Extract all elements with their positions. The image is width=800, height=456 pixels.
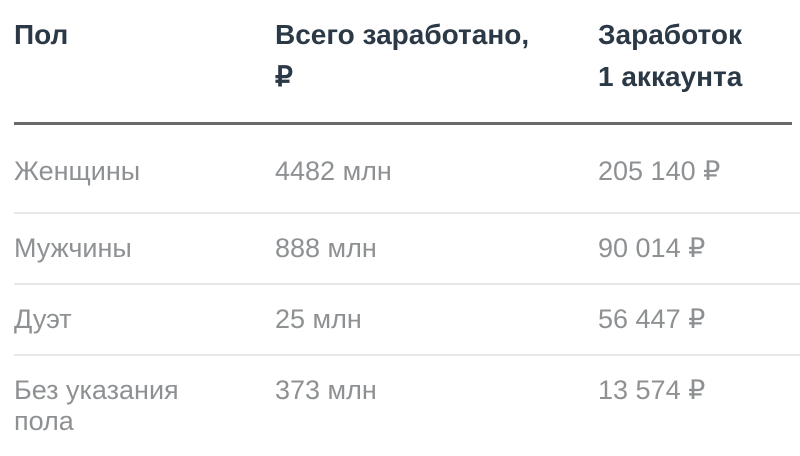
- column-header-per-account-line2: 1 аккаунта: [598, 61, 743, 92]
- cell-gender: Дуэт: [14, 304, 72, 334]
- table-header-row: Пол Всего заработано, ₽ Заработок 1 акка…: [14, 0, 792, 125]
- table-row: Женщины 4482 млн 205 140 ₽: [14, 125, 800, 214]
- cell-gender: Женщины: [14, 156, 141, 186]
- cell-per-account: 205 140 ₽: [598, 156, 721, 186]
- column-header-gender-label: Пол: [14, 19, 69, 50]
- cell-gender: Мужчины: [14, 233, 132, 263]
- table-row: Дуэт 25 млн 56 447 ₽: [14, 285, 800, 356]
- cell-total-earned: 25 млн: [275, 304, 362, 334]
- table-row: Без указания пола 373 млн 13 574 ₽: [14, 356, 800, 456]
- cell-per-account: 90 014 ₽: [598, 233, 706, 263]
- cell-total-earned: 888 млн: [275, 233, 377, 263]
- table-row: Мужчины 888 млн 90 014 ₽: [14, 214, 800, 285]
- cell-per-account: 13 574 ₽: [598, 375, 706, 405]
- cell-total-earned: 4482 млн: [275, 156, 392, 186]
- column-header-per-account-line1: Заработок: [598, 19, 742, 50]
- column-header-total-earned-line1: Всего заработано,: [275, 19, 530, 50]
- cell-gender: Без указания пола: [14, 375, 179, 436]
- cell-per-account: 56 447 ₽: [598, 304, 706, 334]
- column-header-per-account: Заработок 1 аккаунта: [598, 14, 792, 98]
- column-header-gender: Пол: [14, 14, 224, 98]
- column-header-total-earned: Всего заработано, ₽: [275, 14, 598, 98]
- column-header-total-earned-line2: ₽: [275, 61, 293, 92]
- cell-total-earned: 373 млн: [275, 375, 377, 405]
